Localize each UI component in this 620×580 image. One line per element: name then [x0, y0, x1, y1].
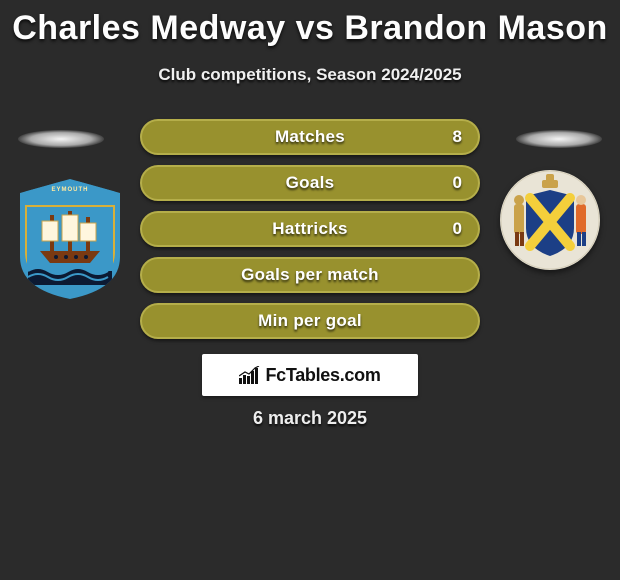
- stat-bar-goals-per-match: Goals per match: [140, 257, 480, 293]
- fctables-badge: FcTables.com: [202, 354, 418, 396]
- stat-bar-min-per-goal: Min per goal: [140, 303, 480, 339]
- bar-chart-icon: [239, 366, 261, 384]
- stat-value: 0: [453, 219, 462, 239]
- date-label: 6 march 2025: [0, 408, 620, 429]
- saltire-crest-icon: [500, 170, 600, 270]
- stat-bar-goals: Goals 0: [140, 165, 480, 201]
- ship-icon: [32, 211, 108, 265]
- stats-bars: Matches 8 Goals 0 Hattricks 0 Goals per …: [140, 119, 480, 349]
- supporter-right-icon: [576, 195, 586, 246]
- stat-value: 0: [453, 173, 462, 193]
- weymouth-crest-icon: EYMOUTH: [20, 179, 120, 299]
- stat-label: Goals per match: [142, 265, 478, 285]
- page-subtitle: Club competitions, Season 2024/2025: [0, 65, 620, 85]
- stat-label: Min per goal: [142, 311, 478, 331]
- waves-icon: [28, 265, 112, 285]
- logo-shadow-left: [18, 130, 104, 148]
- team-logo-left: EYMOUTH: [20, 179, 120, 299]
- stat-label: Goals: [142, 173, 478, 193]
- stat-value: 8: [453, 127, 462, 147]
- logo-shadow-right: [516, 130, 602, 148]
- supporter-left-icon: [514, 195, 524, 246]
- stat-bar-matches: Matches 8: [140, 119, 480, 155]
- crest-band-text: EYMOUTH: [25, 181, 115, 207]
- team-logo-right: [500, 170, 600, 270]
- page-title: Charles Medway vs Brandon Mason: [0, 0, 620, 47]
- fctables-text: FcTables.com: [265, 365, 380, 386]
- stat-label: Hattricks: [142, 219, 478, 239]
- stat-label: Matches: [142, 127, 478, 147]
- stat-bar-hattricks: Hattricks 0: [140, 211, 480, 247]
